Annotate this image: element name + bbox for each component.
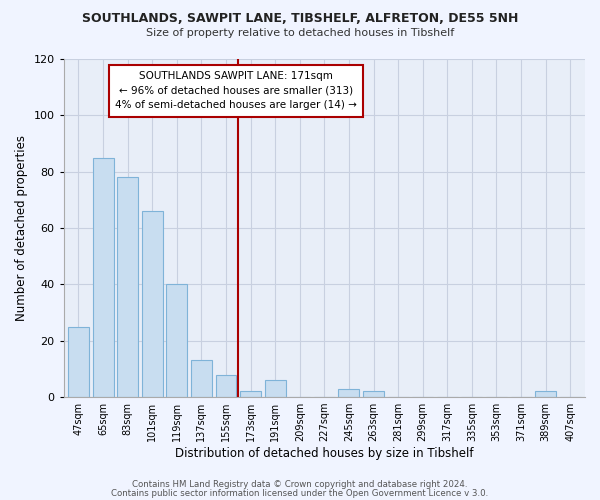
Bar — [92, 158, 113, 397]
Y-axis label: Number of detached properties: Number of detached properties — [15, 135, 28, 321]
Bar — [265, 380, 286, 397]
Bar — [240, 392, 261, 397]
Bar — [166, 284, 187, 397]
Text: SOUTHLANDS, SAWPIT LANE, TIBSHELF, ALFRETON, DE55 5NH: SOUTHLANDS, SAWPIT LANE, TIBSHELF, ALFRE… — [82, 12, 518, 26]
Text: Size of property relative to detached houses in Tibshelf: Size of property relative to detached ho… — [146, 28, 454, 38]
Bar — [117, 178, 138, 397]
Bar — [338, 388, 359, 397]
Bar — [191, 360, 212, 397]
X-axis label: Distribution of detached houses by size in Tibshelf: Distribution of detached houses by size … — [175, 447, 473, 460]
Bar — [142, 211, 163, 397]
Bar — [68, 326, 89, 397]
Bar — [535, 392, 556, 397]
Bar — [215, 374, 236, 397]
Text: Contains public sector information licensed under the Open Government Licence v : Contains public sector information licen… — [112, 489, 488, 498]
Bar — [363, 392, 384, 397]
Text: Contains HM Land Registry data © Crown copyright and database right 2024.: Contains HM Land Registry data © Crown c… — [132, 480, 468, 489]
Text: SOUTHLANDS SAWPIT LANE: 171sqm
← 96% of detached houses are smaller (313)
4% of : SOUTHLANDS SAWPIT LANE: 171sqm ← 96% of … — [115, 71, 356, 110]
